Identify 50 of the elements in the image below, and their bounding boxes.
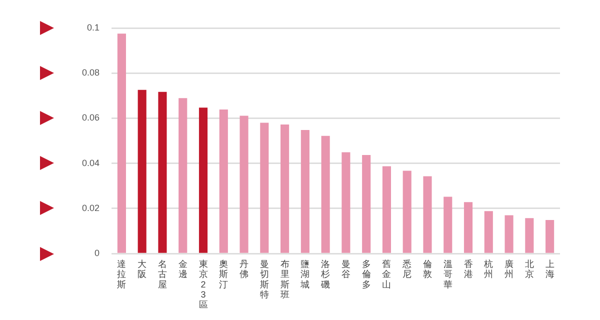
bar [423, 176, 432, 253]
x-tick-label: 溫哥華 [443, 259, 452, 290]
x-tick-label: 北京 [524, 259, 534, 280]
y-tick-label: 0.06 [82, 112, 100, 123]
y-tick-label: 0.04 [82, 158, 100, 168]
bar [240, 116, 248, 253]
y-tick-label: 0 [94, 248, 100, 258]
bar [444, 196, 452, 253]
bar [260, 122, 269, 253]
x-tick-label: 廣州 [504, 259, 514, 280]
bar [464, 202, 473, 253]
bar [362, 155, 371, 253]
x-tick-label: 金邊 [178, 259, 188, 280]
bar [280, 124, 290, 253]
x-tick-label: 悉尼 [402, 259, 412, 280]
x-tick-label: 名古屋 [158, 259, 167, 290]
bar [158, 92, 167, 253]
x-tick-label: 多倫多 [362, 259, 371, 290]
x-tick-label: 東京23區 [198, 259, 208, 310]
bar [198, 108, 208, 253]
bar [342, 152, 350, 253]
bar [525, 218, 534, 253]
bar [138, 90, 146, 253]
x-tick-label: 香港 [464, 259, 473, 280]
x-tick-label: 曼切斯特 [260, 259, 269, 300]
x-tick-label: 布里斯班 [280, 259, 290, 300]
y-tick-label: 0.1 [87, 22, 100, 32]
x-tick-label: 鹽湖城 [300, 259, 310, 290]
bar [504, 215, 514, 253]
x-tick-label: 舊金山 [382, 259, 392, 290]
bar [484, 211, 493, 253]
bar [321, 136, 330, 253]
x-tick-label: 丹佛 [240, 259, 249, 280]
x-tick-label: 洛杉磯 [320, 259, 330, 290]
bar [402, 170, 412, 253]
x-tick-label: 奧斯汀 [219, 259, 228, 290]
bar [117, 34, 126, 253]
bar [546, 220, 554, 253]
x-tick-label: 倫敦 [422, 259, 432, 280]
y-tick-label: 0.02 [82, 202, 100, 213]
bar [382, 166, 392, 253]
x-tick-label: 曼谷 [341, 259, 350, 280]
x-tick-label: 大阪 [138, 259, 147, 280]
x-tick-label: 達拉斯 [117, 259, 126, 290]
x-tick-label: 上海 [545, 259, 554, 280]
bar [219, 109, 228, 253]
x-tick-label: 杭州 [483, 259, 494, 280]
bar [300, 130, 310, 253]
y-tick-label: 0.08 [82, 68, 100, 78]
bar [178, 98, 188, 253]
